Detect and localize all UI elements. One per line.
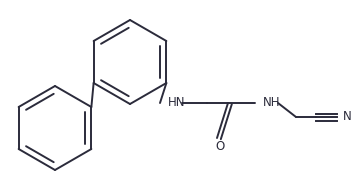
Text: N: N (343, 110, 351, 124)
Text: NH: NH (263, 97, 280, 110)
Text: O: O (216, 139, 225, 152)
Text: HN: HN (168, 97, 185, 110)
